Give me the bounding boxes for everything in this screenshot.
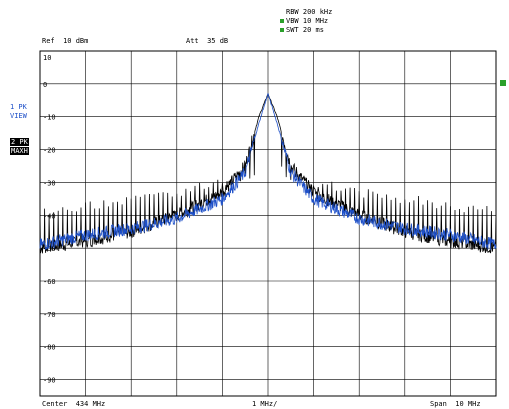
attenuation: Att 35 dB [186,37,229,45]
vbw-coupled-icon [280,19,284,23]
swt-readout: SWT 20 ms [280,26,324,35]
trace1-mode: VIEW [10,112,27,120]
ref-level: Ref 10 dBm [42,37,89,45]
frequency-span: Span 10 MHz [430,400,481,408]
y-tick-label: -10 [43,114,56,122]
trace1-label: 1 PK [10,103,27,111]
trace2-label: 2 PK [10,138,29,146]
y-tick-label: -50 [43,245,56,253]
y-tick-label: -90 [43,377,56,385]
y-tick-label: 10 [43,54,51,62]
y-tick-label: -70 [43,311,56,319]
y-tick-label: 0 [43,81,47,89]
center-frequency: Center 434 MHz [42,400,106,408]
y-tick-label: -60 [43,278,56,286]
swt-coupled-icon [280,28,284,32]
y-tick-labels: 100-10-20-30-40-50-60-70-80-90 [43,54,56,385]
trace-1-view [39,93,497,251]
marker-green-icon [500,80,506,86]
y-tick-label: -80 [43,344,56,352]
y-tick-label: -30 [43,179,56,187]
frequency-per-division: 1 MHz/ [252,400,278,408]
traces [39,93,497,254]
y-tick-label: -20 [43,147,56,155]
rbw-readout: RBW 200 kHz [286,8,333,16]
grid [40,51,496,396]
trace2-mode: MAXH [10,147,29,155]
vbw-readout: VBW 10 MHz [280,17,328,26]
